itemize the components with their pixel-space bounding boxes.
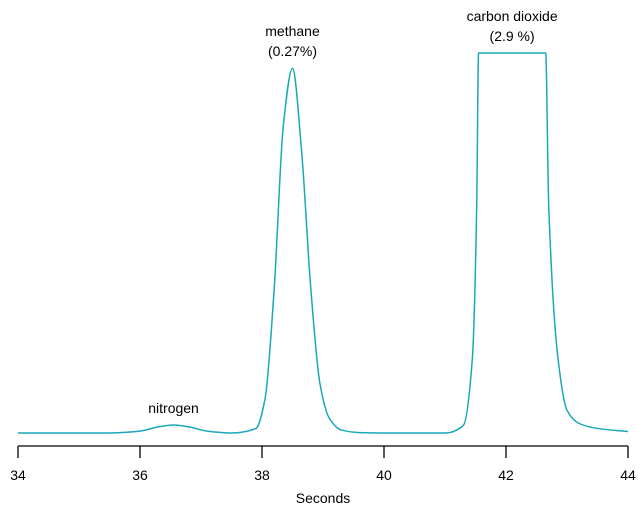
peak-label: (2.9 %): [490, 28, 535, 44]
peak-annotations: nitrogen methane (0.27%) carbon dioxide (2.9…: [148, 8, 558, 416]
x-axis: 34 36 38 40 42 44 Seconds: [10, 445, 636, 506]
peak-label: nitrogen: [148, 400, 199, 416]
peak-annotation: methane (0.27%): [265, 23, 320, 59]
peak-label: methane: [265, 23, 320, 39]
x-axis-ticks: 34 36 38 40 42 44: [10, 446, 636, 483]
peak-annotation: nitrogen: [148, 400, 199, 416]
x-tick-label: 44: [620, 467, 636, 483]
peak-label: (0.27%): [268, 43, 317, 59]
x-tick-label: 38: [254, 467, 270, 483]
detector-trace-line: [17, 52, 629, 434]
x-axis-label: Seconds: [296, 490, 350, 506]
plot-area: [17, 52, 629, 434]
peak-annotation: carbon dioxide (2.9 %): [467, 8, 558, 44]
peak-label: carbon dioxide: [467, 8, 558, 24]
x-tick-label: 36: [132, 467, 148, 483]
x-tick-label: 34: [10, 467, 26, 483]
x-tick-label: 40: [376, 467, 392, 483]
x-tick-label: 42: [498, 467, 514, 483]
